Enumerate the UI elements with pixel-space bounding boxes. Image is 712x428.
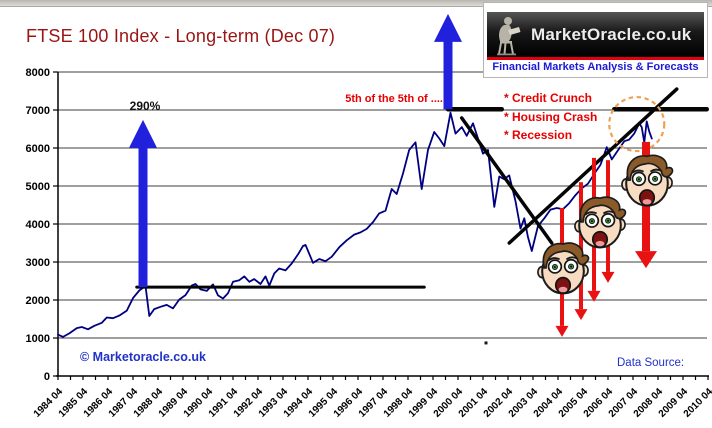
up-arrow <box>129 119 157 288</box>
window-top-edge <box>0 0 712 7</box>
stray-dot <box>484 341 488 345</box>
y-tick-label: 1000 <box>26 333 50 345</box>
y-tick-label: 5000 <box>26 181 50 193</box>
logo-divider <box>487 57 704 60</box>
y-tick-label: 4000 <box>26 219 50 231</box>
logo-site-name: MarketOracle.co.uk <box>531 24 692 44</box>
down-arrow <box>574 182 588 321</box>
crisis-list: * Credit Crunch * Housing Crash * Recess… <box>504 89 597 145</box>
y-tick-label: 7000 <box>26 105 50 117</box>
y-tick-label: 0 <box>44 371 50 383</box>
shocked-face-icon <box>620 154 674 207</box>
crisis-item-recession: * Recession <box>504 128 573 142</box>
page-title: FTSE 100 Index - Long-term (Dec 07) <box>26 26 336 46</box>
logo-tagline: Financial Markets Analysis & Forecasts <box>492 61 699 73</box>
marketoracle-logo[interactable]: MarketOracle.co.uk Financial Markets Ana… <box>483 2 708 78</box>
y-tick-label: 8000 <box>26 67 50 79</box>
y-tick-label: 3000 <box>26 257 50 269</box>
crisis-item-credit-crunch: * Credit Crunch <box>504 91 593 105</box>
oracle-statue-icon <box>497 16 521 55</box>
up-arrow <box>434 13 462 110</box>
y-tick-label: 6000 <box>26 143 50 155</box>
copyright-label: © Marketoracle.co.uk <box>80 350 206 364</box>
trend-line <box>460 116 554 245</box>
data-source-label: Data Source: <box>617 357 685 369</box>
price-line <box>57 111 653 338</box>
highlight-ellipse <box>608 95 666 153</box>
crisis-item-housing-crash: * Housing Crash <box>504 109 598 124</box>
logo-bar: MarketOracle.co.uk <box>487 12 704 57</box>
elliott-wave-label: 5th of the 5th of .... <box>345 93 443 105</box>
y-tick-label: 2000 <box>26 295 50 307</box>
gain-290-label: 290% <box>129 99 161 113</box>
